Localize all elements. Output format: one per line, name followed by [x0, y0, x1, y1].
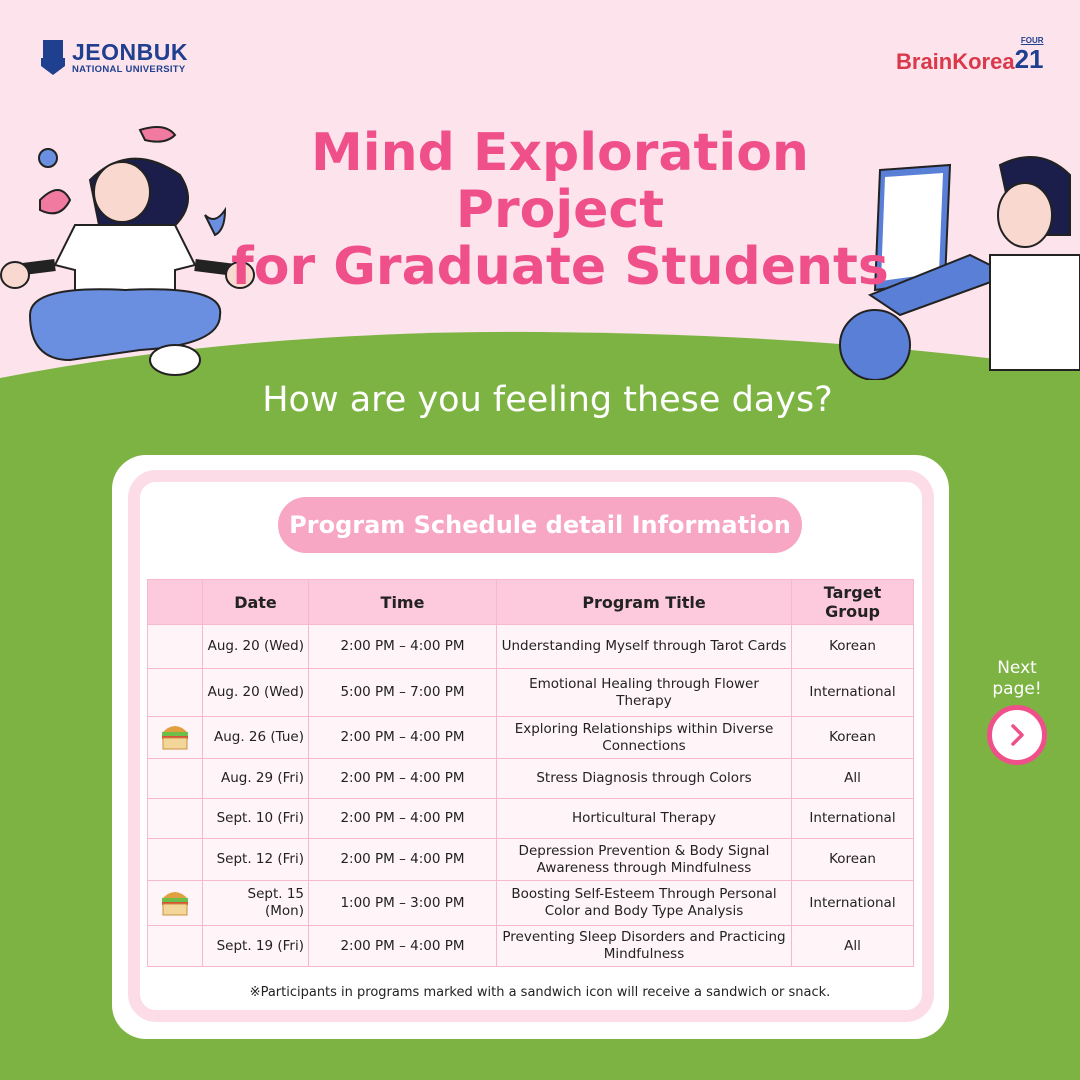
target-cell: All	[791, 758, 914, 799]
title-line: for Graduate Students	[231, 237, 889, 297]
meditating-person-illustration	[0, 125, 255, 376]
column-header	[147, 579, 203, 625]
table-row: Sept. 10 (Fri) 2:00 PM – 4:00 PM Horticult…	[147, 798, 914, 839]
partner-tag: FOUR	[1020, 36, 1044, 45]
title-cell: Stress Diagnosis through Colors	[496, 758, 792, 799]
title-cell: Depression Prevention & Body Signal Awar…	[496, 838, 792, 881]
time-cell: 2:00 PM – 4:00 PM	[308, 758, 497, 799]
time-cell: 2:00 PM – 4:00 PM	[308, 624, 497, 669]
title-cell: Preventing Sleep Disorders and Practicin…	[496, 925, 792, 967]
table-row: Sept. 19 (Fri) 2:00 PM – 4:00 PM Preventin…	[147, 925, 914, 967]
footnote: ※Participants in programs marked with a …	[249, 985, 831, 1000]
snack-cell	[147, 668, 203, 717]
date-cell: Aug. 29 (Fri)	[202, 758, 309, 799]
snack-cell	[147, 624, 203, 669]
table-row: Aug. 26 (Tue) 2:00 PM – 4:00 PM Exploring …	[147, 716, 914, 759]
target-cell: International	[791, 880, 914, 926]
person-at-computer-illustration	[839, 156, 1080, 380]
snack-cell	[147, 880, 203, 926]
partner-number: 21	[1014, 44, 1044, 74]
date-cell: Aug. 26 (Tue)	[202, 716, 309, 759]
column-header: Program Title	[496, 579, 792, 625]
brainkorea21-logo: BrainKorea FOUR 21	[896, 36, 1044, 75]
title-cell: Emotional Healing through Flower Therapy	[496, 668, 792, 717]
next-page-label: Next page!	[992, 658, 1042, 699]
title-cell: Horticultural Therapy	[496, 798, 792, 839]
table-row: Aug. 20 (Wed) 2:00 PM – 4:00 PM Understand…	[147, 624, 914, 669]
target-cell: Korean	[791, 624, 914, 669]
jeonbuk-university-logo: JEONBUK NATIONAL UNIVERSITY	[40, 38, 188, 76]
table-row: Sept. 15 (Mon) 1:00 PM – 3:00 PM Boosting …	[147, 880, 914, 926]
time-cell: 2:00 PM – 4:00 PM	[308, 716, 497, 759]
subtitle: How are you feeling these days?	[262, 380, 833, 420]
title-cell: Boosting Self-Esteem Through Personal Co…	[496, 880, 792, 926]
date-cell: Sept. 15 (Mon)	[202, 880, 309, 926]
date-cell: Sept. 19 (Fri)	[202, 925, 309, 967]
target-cell: All	[791, 925, 914, 967]
target-cell: International	[791, 668, 914, 717]
time-cell: 2:00 PM – 4:00 PM	[308, 925, 497, 967]
date-cell: Sept. 12 (Fri)	[202, 838, 309, 881]
university-emblem-icon	[41, 40, 65, 75]
time-cell: 2:00 PM – 4:00 PM	[308, 838, 497, 881]
title-line: Mind Exploration	[311, 123, 809, 183]
target-cell: International	[791, 798, 914, 839]
time-cell: 5:00 PM – 7:00 PM	[308, 668, 497, 717]
snack-cell	[147, 925, 203, 967]
table-row: Aug. 29 (Fri) 2:00 PM – 4:00 PM Stress Dia…	[147, 758, 914, 799]
time-cell: 2:00 PM – 4:00 PM	[308, 798, 497, 839]
date-cell: Aug. 20 (Wed)	[202, 624, 309, 669]
sandwich-icon	[162, 891, 188, 915]
column-header: Time	[308, 579, 497, 625]
chevron-right-icon	[1011, 724, 1024, 746]
page-title: Mind Exploration Project for Graduate St…	[0, 125, 1080, 296]
snack-cell	[147, 838, 203, 881]
university-subname: NATIONAL UNIVERSITY	[72, 63, 186, 75]
target-cell: Korean	[791, 838, 914, 881]
title-cell: Understanding Myself through Tarot Cards	[496, 624, 792, 669]
partner-name: BrainKorea	[896, 49, 1015, 74]
schedule-card-border	[128, 470, 934, 1022]
title-cell: Exploring Relationships within Diverse C…	[496, 716, 792, 759]
snack-cell	[147, 716, 203, 759]
column-header: Target Group	[791, 579, 914, 625]
snack-cell	[147, 798, 203, 839]
time-cell: 1:00 PM – 3:00 PM	[308, 880, 497, 926]
next-page-button[interactable]	[987, 705, 1047, 765]
date-cell: Aug. 20 (Wed)	[202, 668, 309, 717]
schedule-table: Date Time Program Title Target Group Aug…	[147, 579, 914, 967]
table-row: Aug. 20 (Wed) 5:00 PM – 7:00 PM Emotional …	[147, 668, 914, 717]
date-cell: Sept. 10 (Fri)	[202, 798, 309, 839]
title-line: Project	[455, 180, 665, 240]
schedule-heading: Program Schedule detail Information	[278, 497, 802, 553]
snack-cell	[147, 758, 203, 799]
table-row: Sept. 12 (Fri) 2:00 PM – 4:00 PM Depressio…	[147, 838, 914, 881]
column-header: Date	[202, 579, 309, 625]
sandwich-icon	[162, 726, 188, 750]
target-cell: Korean	[791, 716, 914, 759]
university-name: JEONBUK	[72, 38, 188, 65]
